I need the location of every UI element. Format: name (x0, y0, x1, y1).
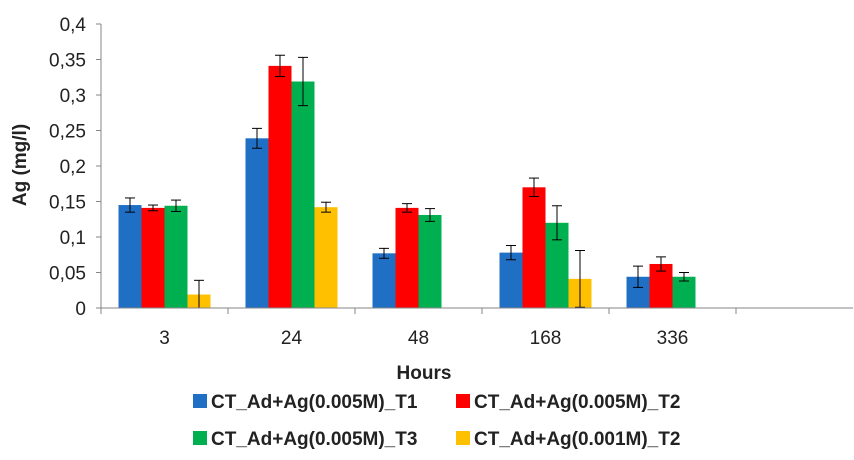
bar (164, 205, 188, 308)
bar (649, 263, 673, 308)
bar (118, 205, 142, 308)
bar (395, 207, 419, 308)
y-tick-label: 0,1 (60, 228, 86, 249)
x-tick-label: 3 (159, 328, 170, 349)
bar (672, 276, 696, 308)
legend-label: CT_Ad+Ag(0.005M)_T1 (211, 392, 418, 413)
bars-group (118, 54, 696, 309)
y-tick-label: 0 (75, 299, 86, 320)
bar (141, 207, 165, 308)
legend-swatch (456, 431, 470, 445)
legend-swatch (193, 394, 207, 408)
y-tick-label: 0,4 (60, 15, 87, 36)
bar (499, 252, 523, 308)
bar (291, 81, 315, 308)
x-axis-ticks: 3 24 48 168 336 (159, 328, 688, 349)
bar (545, 222, 569, 308)
y-tick-label: 0,3 (60, 86, 86, 107)
legend-label: CT_Ad+Ag(0.005M)_T3 (211, 429, 417, 450)
legend-swatch (193, 431, 207, 445)
bar (626, 276, 650, 308)
legend: CT_Ad+Ag(0.005M)_T1 CT_Ad+Ag(0.005M)_T2 CT… (193, 392, 680, 450)
y-tick-label: 0,35 (49, 51, 86, 72)
bar (245, 138, 269, 308)
x-axis-title: Hours (397, 363, 452, 384)
bar (372, 253, 396, 308)
y-tick-label: 0,15 (49, 193, 86, 214)
y-axis-title: Ag (mg/l) (10, 124, 31, 206)
legend-label: CT_Ad+Ag(0.001M)_T2 (474, 429, 680, 450)
x-tick-label: 24 (281, 328, 303, 349)
bar (418, 214, 442, 308)
bar (314, 207, 338, 308)
y-tick-label: 0,05 (49, 264, 86, 285)
legend-label: CT_Ad+Ag(0.005M)_T2 (474, 392, 680, 413)
bar (522, 187, 546, 308)
x-tick-label: 336 (657, 328, 689, 349)
x-tick-label: 168 (530, 328, 562, 349)
legend-swatch (456, 394, 470, 408)
y-tick-label: 0,2 (60, 157, 86, 178)
x-tick-label: 48 (408, 328, 429, 349)
axes (100, 24, 853, 314)
y-tick-label: 0,25 (49, 122, 86, 143)
y-axis-ticks: 0 0,05 0,1 0,15 0,2 0,25 0,3 0,35 0,4 (49, 15, 101, 320)
bar (268, 65, 292, 308)
